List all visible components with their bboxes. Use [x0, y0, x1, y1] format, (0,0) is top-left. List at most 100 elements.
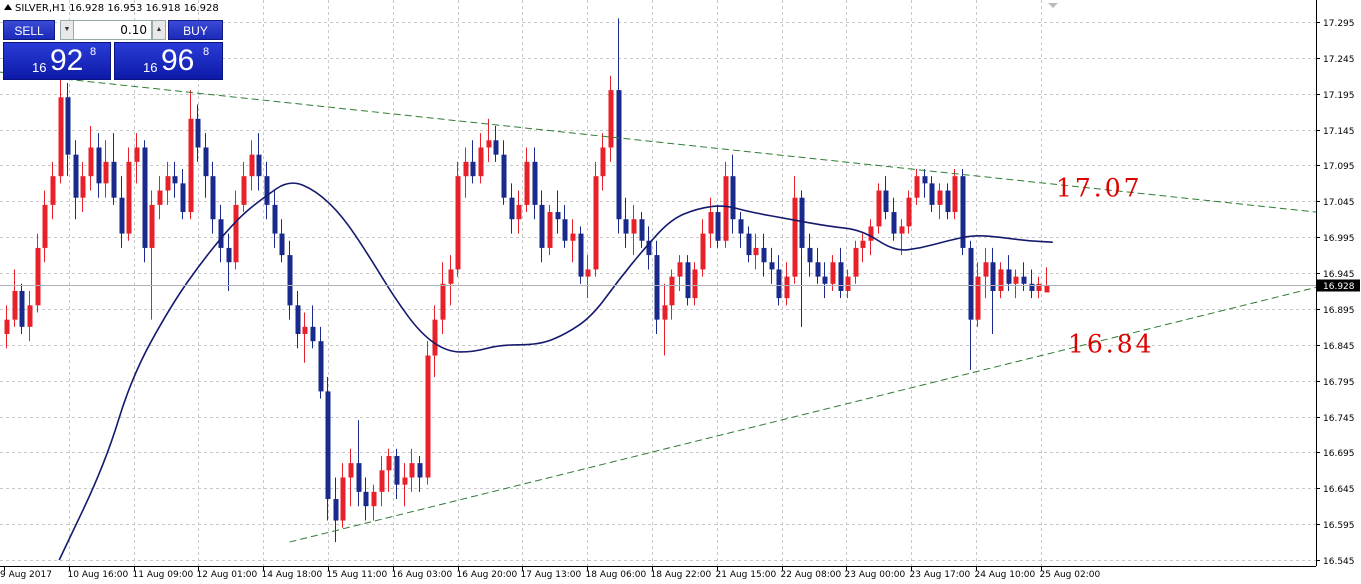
candle-body [562, 219, 568, 241]
candle-body [470, 161, 476, 177]
candle-body [700, 233, 706, 270]
candle-body [379, 470, 385, 492]
y-tick-label: 17.245 [1323, 55, 1355, 65]
candle-body [906, 197, 912, 227]
sell-price-big: 92 [50, 44, 84, 77]
candle-body [287, 255, 293, 306]
candle-body [210, 176, 216, 220]
lot-decrease-icon[interactable]: ▼ [60, 20, 74, 40]
candle-body [815, 262, 821, 277]
candle-body [883, 190, 889, 213]
candle-body [149, 204, 155, 248]
candle-body [50, 176, 56, 205]
x-tick-label: 25 Aug 02:00 [1040, 570, 1101, 580]
candle-body [249, 154, 255, 177]
candle-body [983, 262, 989, 277]
x-tick-label: 17 Aug 13:00 [521, 570, 582, 580]
candle-body [968, 247, 974, 320]
candle-body [547, 212, 553, 248]
candle-body [119, 197, 125, 234]
candle-body [195, 118, 201, 148]
candle-body [440, 283, 446, 320]
x-tick-label: 23 Aug 17:00 [910, 570, 971, 580]
candle-body [631, 219, 637, 234]
candle-body [585, 269, 591, 277]
candle-body [723, 176, 729, 241]
buy-button[interactable]: BUY [168, 20, 223, 40]
candle-body [188, 118, 194, 213]
candle-body [157, 190, 163, 205]
candle-body [302, 326, 308, 335]
buy-price-box[interactable]: 16 96 8 [114, 42, 223, 80]
candle-body [272, 204, 278, 234]
candle-body [807, 247, 813, 263]
candle-body [830, 262, 836, 284]
candle-body [853, 247, 859, 277]
candle-body [126, 161, 132, 234]
candle-body [593, 176, 599, 270]
candle-body [792, 197, 798, 277]
candle-body [340, 477, 346, 521]
y-tick-label: 16.795 [1323, 378, 1355, 388]
x-tick-label: 15 Aug 11:00 [327, 570, 388, 580]
candle-body [1013, 276, 1019, 284]
y-tick-label: 16.645 [1323, 485, 1355, 495]
candle-body [922, 176, 928, 184]
collapse-triangle-icon[interactable] [4, 4, 12, 10]
candle-body [708, 212, 714, 234]
candle-body [463, 161, 469, 177]
candle-body [769, 262, 775, 270]
candle-body [746, 233, 752, 256]
candle-body [142, 147, 148, 248]
price-annotation-label: 16.84 [1068, 329, 1155, 358]
candle-body [4, 319, 10, 335]
candle-body [448, 269, 454, 284]
candle-body [88, 147, 94, 177]
candle-body [570, 233, 576, 241]
ohlc-open: 16.928 [69, 3, 105, 14]
candle-body [669, 276, 675, 306]
y-tick-label: 17.195 [1323, 91, 1355, 101]
sell-price-prefix: 16 [32, 60, 47, 75]
candle-body [616, 90, 622, 220]
lot-increase-icon[interactable]: ▲ [152, 20, 166, 40]
candle-body [65, 97, 71, 155]
x-tick-label: 24 Aug 10:00 [975, 570, 1036, 580]
candle-body [677, 262, 683, 277]
symbol-title: SILVER,H1 [15, 3, 66, 14]
lot-size-input[interactable]: 0.10 [60, 20, 152, 40]
candle-body [333, 499, 339, 521]
x-tick-label: 11 Aug 09:00 [133, 570, 194, 580]
candles [4, 18, 1050, 543]
candle-body [516, 204, 522, 220]
ohlc-low: 16.918 [145, 3, 181, 14]
candle-body [730, 176, 736, 220]
candle-body [111, 161, 117, 198]
candle-body [998, 269, 1004, 291]
candle-body [203, 147, 209, 177]
candle-body [180, 183, 186, 213]
support-trendline[interactable] [289, 286, 1317, 543]
candle-body [409, 463, 415, 478]
candle-body [509, 197, 515, 220]
candle-body [623, 219, 629, 234]
sell-button[interactable]: SELL [3, 20, 55, 40]
x-tick-label: 16 Aug 03:00 [392, 570, 453, 580]
y-tick-label: 16.995 [1323, 234, 1355, 244]
candle-body [35, 247, 41, 306]
resistance-trendline[interactable] [0, 71, 1317, 213]
y-tick-label: 16.945 [1323, 270, 1355, 280]
candle-body [1006, 269, 1012, 284]
candle-body [975, 276, 981, 320]
candle-body [654, 255, 660, 320]
candle-body [1021, 276, 1027, 284]
candle-body [264, 176, 270, 205]
candle-body [799, 197, 805, 248]
candle-body [363, 491, 369, 507]
candle-body [356, 463, 362, 492]
candle-body [639, 219, 645, 241]
candle-body [761, 247, 767, 263]
sell-price-box[interactable]: 16 92 8 [3, 42, 111, 80]
candle-body [945, 190, 951, 213]
